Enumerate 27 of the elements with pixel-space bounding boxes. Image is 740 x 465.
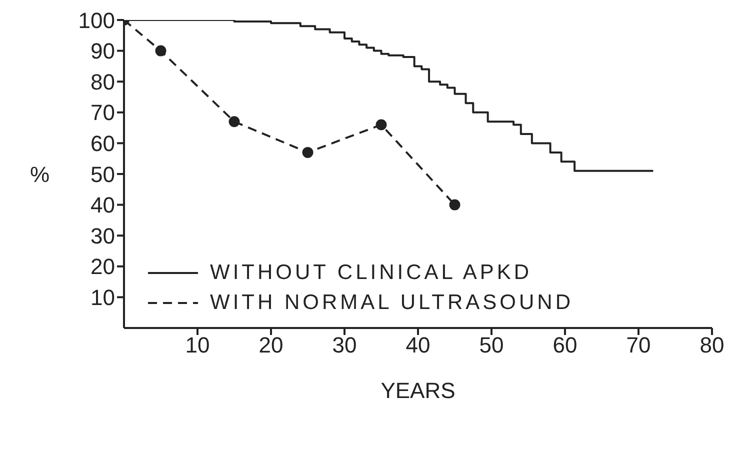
y-tick-label: 10 [90, 285, 115, 310]
x-tick-label: 20 [258, 332, 284, 358]
y-tick-label: 30 [90, 223, 115, 248]
y-tick-label: 80 [90, 69, 115, 94]
x-tick-label: 40 [406, 332, 430, 358]
point [155, 45, 166, 56]
point [302, 146, 314, 158]
y-tick-label: 40 [90, 192, 115, 218]
x-tick-label: 30 [332, 332, 357, 358]
legend-label: WITH NORMAL ULTRASOUND [210, 291, 574, 315]
y-tick-label: 20 [90, 254, 115, 280]
legend-label: WITHOUT CLINICAL APKD [210, 261, 532, 285]
x-tick-label: 80 [700, 332, 724, 358]
y-tick-label: 50 [90, 162, 115, 187]
y-tick-label: 60 [90, 131, 115, 156]
x-tick-label: 10 [185, 332, 210, 358]
y-tick-label: 70 [90, 100, 115, 126]
y-tick-label: 90 [90, 38, 115, 64]
point [449, 199, 460, 210]
x-tick-label: 60 [552, 332, 578, 358]
point [228, 116, 240, 128]
y-axis-title: % [30, 162, 50, 187]
x-axis-title: YEARS [380, 378, 456, 403]
x-tick-label: 70 [626, 332, 651, 358]
x-tick-label: 50 [479, 332, 504, 358]
y-tick-label: 100 [78, 8, 115, 33]
point [376, 119, 387, 130]
